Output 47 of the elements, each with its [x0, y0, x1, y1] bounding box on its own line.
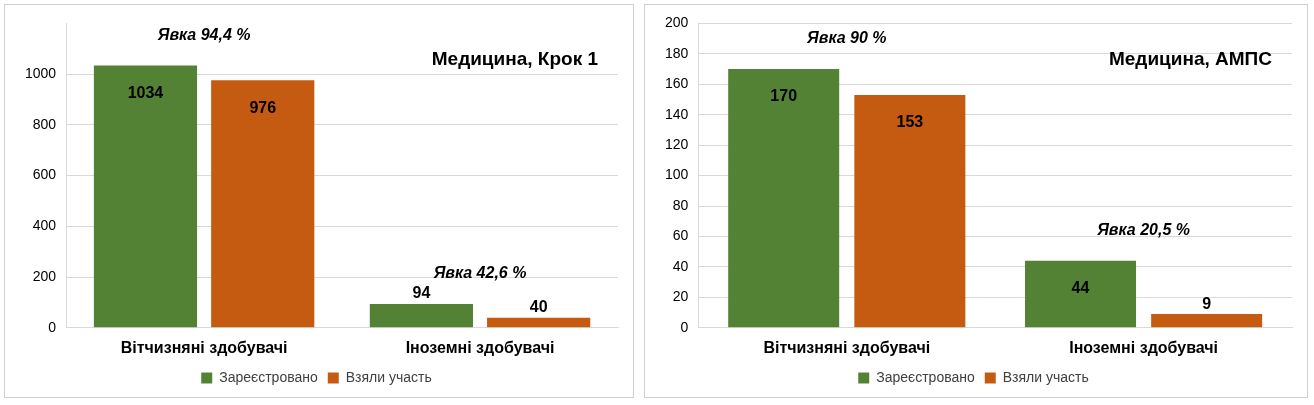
bar [487, 317, 591, 328]
data-label: 40 [529, 298, 548, 316]
y-tick-label: 0 [680, 318, 689, 335]
data-label: 153 [896, 113, 924, 131]
annotation: Явка 90 % [806, 29, 887, 47]
y-tick-label: 1000 [24, 64, 57, 81]
y-tick-label: 60 [672, 227, 689, 244]
legend-label: Зареєстровано [219, 368, 318, 385]
annotation: Явка 42,6 % [432, 264, 527, 282]
y-tick-label: 800 [32, 115, 57, 132]
legend-label: Взяли участь [345, 368, 432, 385]
y-tick-label: 80 [672, 196, 689, 213]
annotation: Явка 20,5 % [1096, 221, 1190, 239]
bar [211, 80, 315, 328]
y-tick-label: 200 [665, 14, 689, 31]
text: Медицина, Крок 1 [431, 47, 599, 69]
y-tick-label: 400 [32, 217, 57, 234]
bar [854, 94, 966, 328]
x-tick-label: Вітчизняні здобувачі [120, 338, 288, 356]
bar [728, 69, 840, 328]
data-label: 170 [770, 87, 798, 105]
bar [1025, 260, 1137, 328]
y-tick-label: 200 [32, 267, 57, 284]
x-tick-label: Іноземні здобувачі [1069, 338, 1218, 356]
text: Медицина, АМПС [1108, 47, 1273, 69]
data-label: 976 [249, 98, 277, 116]
legend-label: Зареєстровано [876, 368, 975, 385]
x-tick-label: Іноземні здобувачі [405, 338, 555, 356]
data-label: 94 [412, 284, 431, 302]
y-tick-label: 40 [672, 257, 689, 274]
y-tick-label: 140 [665, 105, 689, 122]
annotation: Явка 94,4 % [156, 25, 251, 43]
legend-label: Взяли участь [1002, 368, 1089, 385]
data-label: 1034 [127, 83, 164, 101]
y-tick-label: 600 [32, 166, 57, 183]
y-tick-label: 120 [665, 136, 689, 153]
y-tick-label: 20 [672, 288, 689, 305]
y-tick-label: 160 [665, 75, 689, 92]
bar [369, 303, 473, 328]
y-tick-label: 180 [665, 44, 689, 61]
bar [93, 65, 198, 328]
data-label: 9 [1202, 294, 1212, 312]
x-tick-label: Вітчизняні здобувачі [763, 338, 931, 356]
y-tick-label: 0 [48, 318, 57, 335]
y-tick-label: 100 [665, 166, 689, 183]
bar [1151, 314, 1263, 328]
data-label: 44 [1071, 279, 1090, 297]
